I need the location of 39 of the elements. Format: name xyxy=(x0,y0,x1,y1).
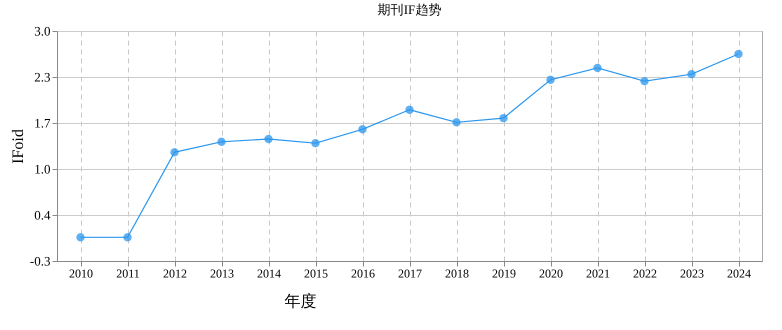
x-tick-label: 2024 xyxy=(727,266,751,280)
x-tick-label: 2014 xyxy=(257,266,281,280)
x-tick-label: 2015 xyxy=(304,266,328,280)
x-tick-label: 2020 xyxy=(539,266,563,280)
y-tick-label: 0.4 xyxy=(34,208,51,222)
point xyxy=(499,114,508,122)
point xyxy=(546,76,555,84)
point xyxy=(593,64,602,72)
x-tick-label: 2013 xyxy=(210,266,234,280)
y-tick-label: 1.7 xyxy=(34,116,51,130)
x-tick-label: 2012 xyxy=(163,266,187,280)
point xyxy=(123,233,132,242)
x-tick-label: 2018 xyxy=(445,266,469,280)
x-tick-label: 2021 xyxy=(586,266,610,280)
point xyxy=(640,77,649,86)
point xyxy=(358,125,367,134)
x-tick-label: 2023 xyxy=(680,266,704,280)
y-tick-label: -0.3 xyxy=(30,254,50,268)
x-tick-label: 2011 xyxy=(116,266,140,280)
x-tick-label: 2016 xyxy=(351,266,375,280)
x-tick-label: 2019 xyxy=(492,266,516,280)
point xyxy=(734,50,743,58)
point xyxy=(311,139,320,148)
chart-title: 期刊IF趋势 xyxy=(378,2,442,17)
y-tick-label: 3.0 xyxy=(34,24,50,38)
point xyxy=(170,148,179,156)
point xyxy=(264,134,273,144)
x-tick-label: 2017 xyxy=(398,266,422,280)
point xyxy=(217,138,226,146)
point xyxy=(687,70,696,78)
y-tick-label: 1.0 xyxy=(34,162,50,176)
x-axis-title: 年度 xyxy=(284,292,316,310)
y-tick-label: 2.3 xyxy=(34,70,50,84)
point xyxy=(76,233,85,242)
x-tick-label: 2022 xyxy=(633,266,657,280)
point xyxy=(405,106,414,114)
x-tick-label: 2010 xyxy=(69,266,93,280)
y-axis-title: IFoid xyxy=(10,129,27,164)
point xyxy=(452,118,461,126)
